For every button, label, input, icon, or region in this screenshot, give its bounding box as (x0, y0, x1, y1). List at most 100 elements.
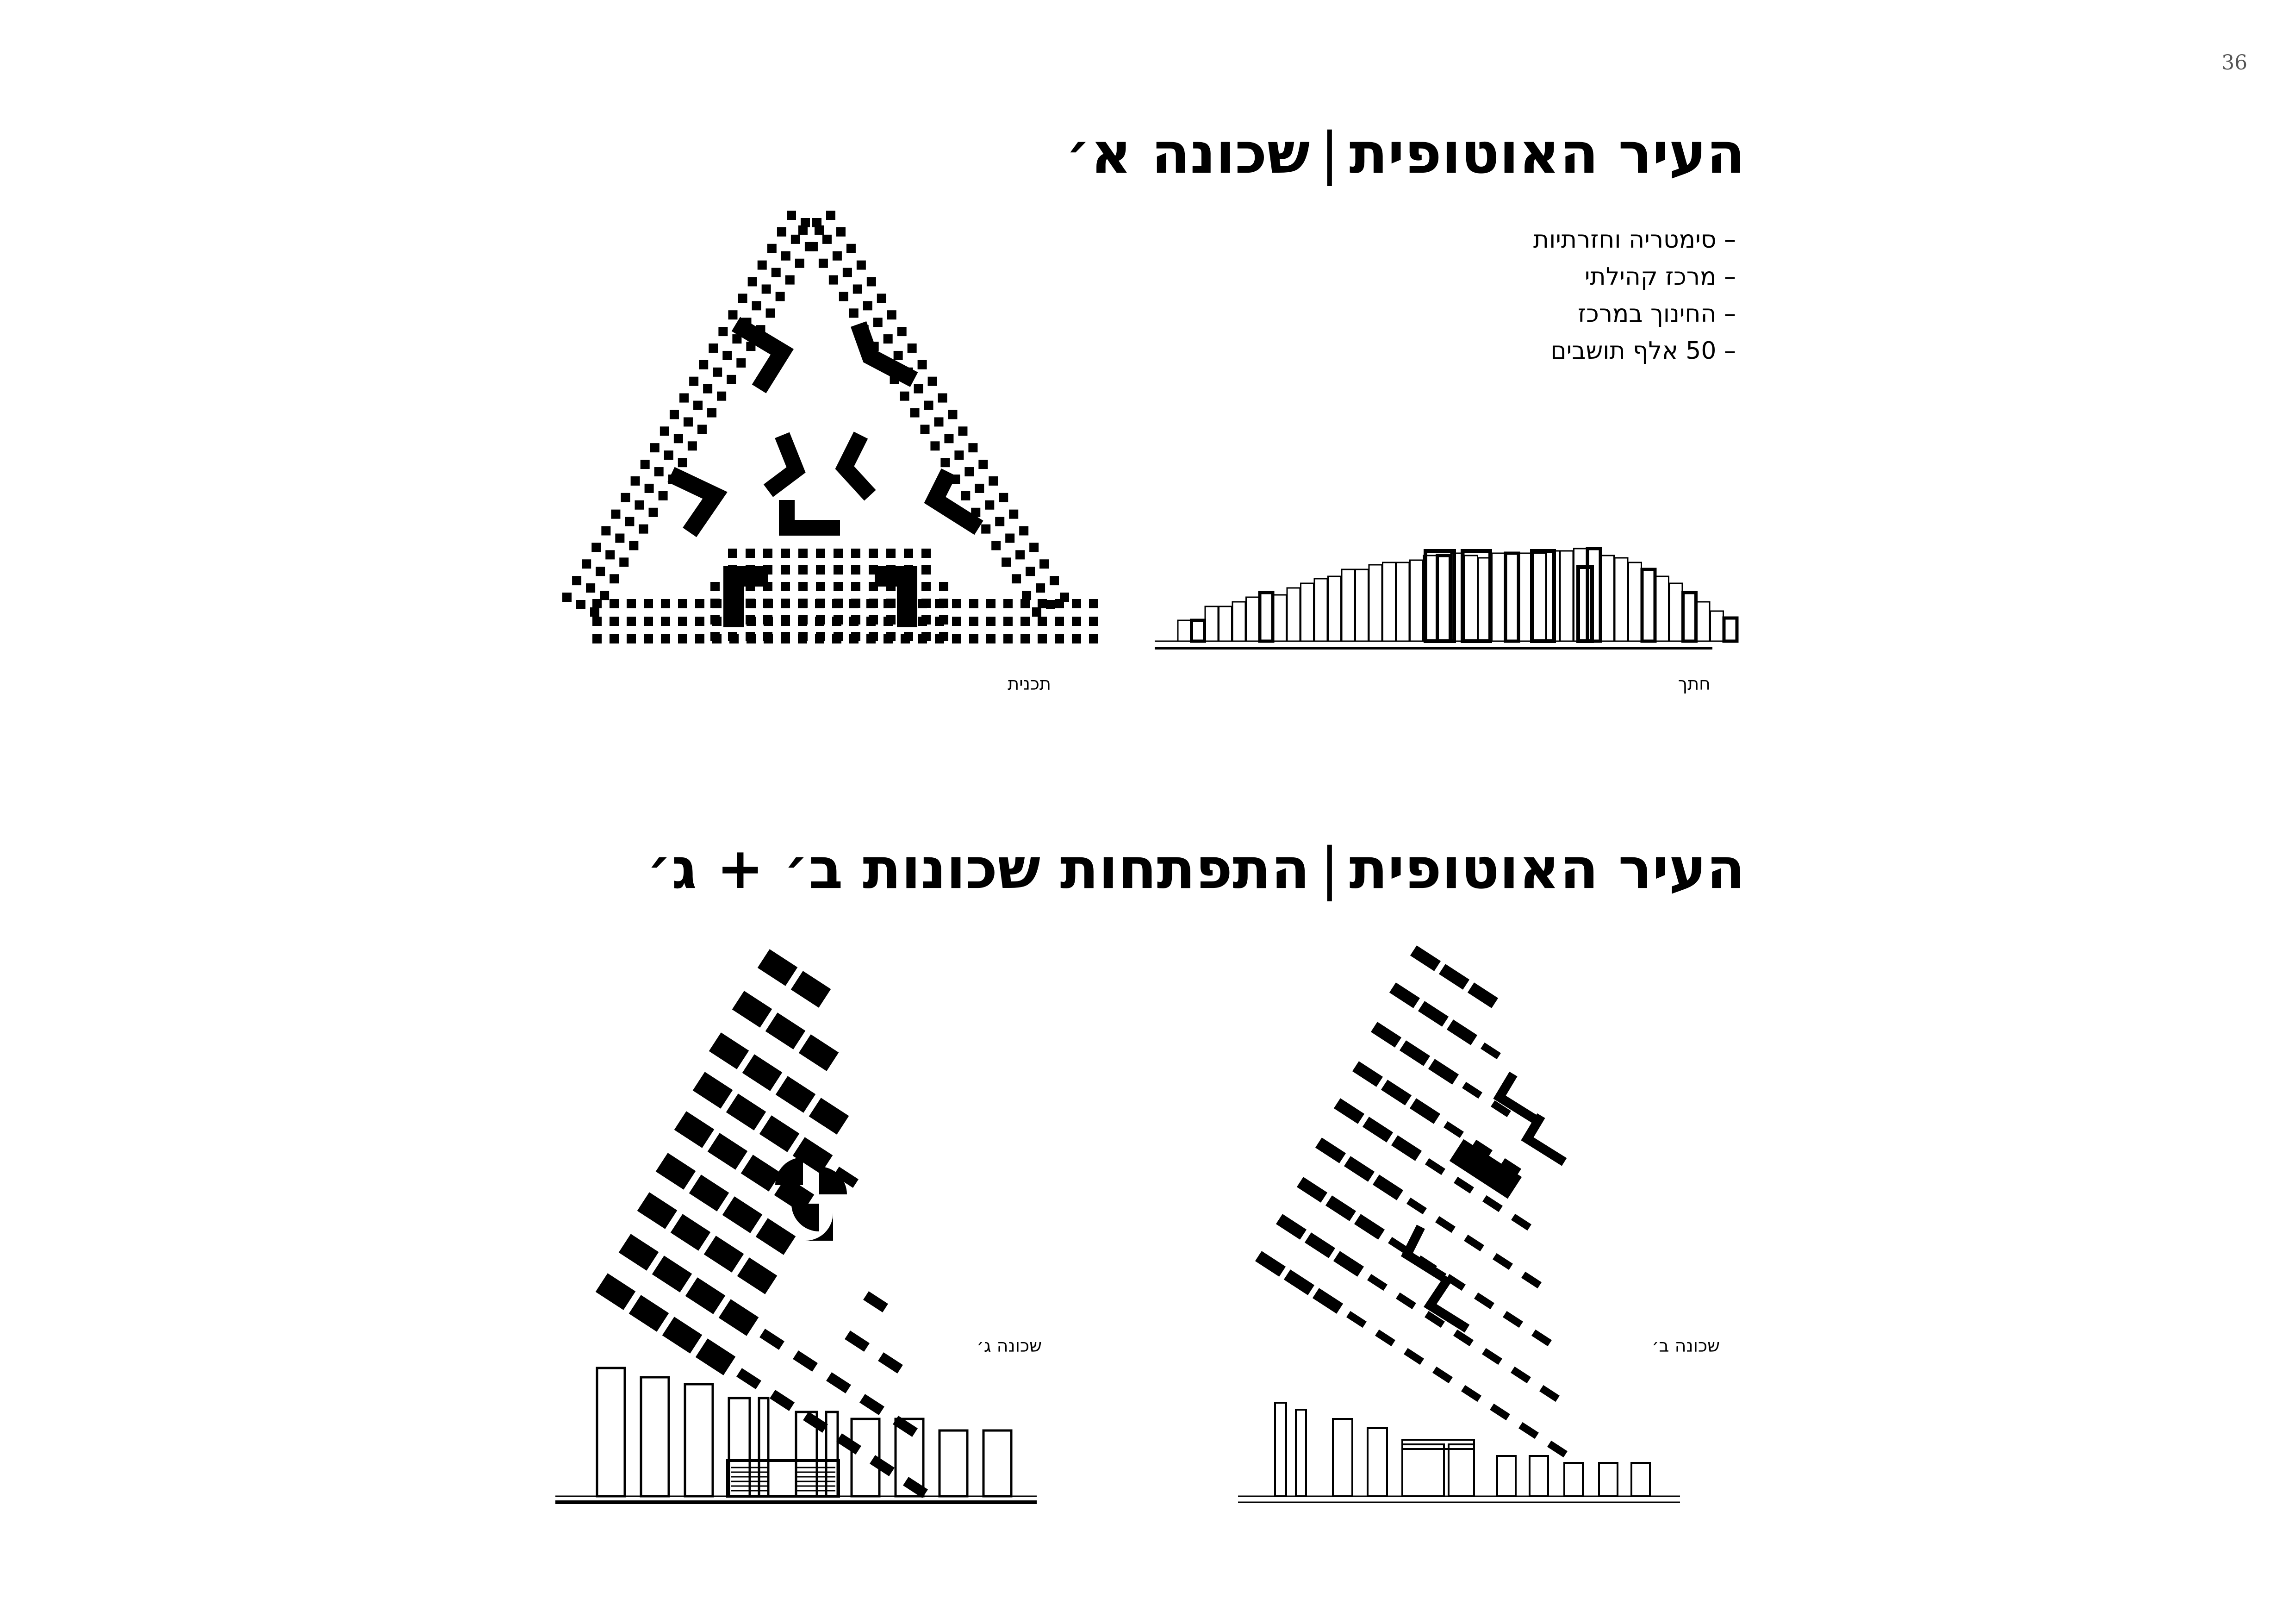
plan-dot (678, 634, 687, 643)
plan-dot (851, 599, 860, 608)
plan-dot (798, 565, 808, 575)
plan-dot (849, 308, 859, 318)
plan-dot (852, 284, 862, 294)
plan-dot (866, 277, 876, 287)
building-block (1464, 1234, 1484, 1252)
plan-dot (952, 617, 961, 626)
section-tower (982, 1429, 1013, 1498)
plan-dot (790, 234, 800, 244)
building-block (670, 1214, 711, 1251)
building-block (1296, 1177, 1328, 1203)
l-shaped-building (779, 500, 840, 536)
l-shaped-building (1493, 1071, 1539, 1124)
plan-dot (968, 443, 978, 453)
plan-dot (995, 517, 1005, 526)
section-tower (1681, 591, 1698, 643)
plan-dot (695, 634, 704, 643)
plan-dot (921, 632, 931, 641)
building-block (1490, 1403, 1510, 1421)
section-tower (1341, 568, 1356, 642)
building-block (863, 1291, 888, 1312)
building-block (722, 1196, 763, 1233)
building-block (1346, 1311, 1367, 1328)
section-a-title: העיר האוטופית|שכונה א׳ (1065, 125, 1745, 181)
building-block (1312, 1288, 1344, 1314)
building-block (1539, 1385, 1560, 1402)
section-tower (1668, 582, 1683, 642)
plaza-quadrant (819, 1167, 847, 1194)
plan-dot (834, 565, 843, 575)
section-tower (1327, 575, 1342, 642)
plan-dot (1032, 607, 1041, 617)
plan-dot (1072, 617, 1081, 626)
plan-dot (710, 632, 720, 641)
plan-dot (1012, 574, 1021, 584)
section-tower (1177, 619, 1192, 642)
section-tower (1563, 1462, 1584, 1497)
plan-dot (839, 292, 848, 301)
plan-dot (897, 327, 907, 337)
building-block (655, 1153, 696, 1190)
page-number: 36 (2221, 51, 2247, 75)
plan-dot (904, 632, 913, 641)
plan-dot (610, 574, 619, 584)
building-block (1428, 1059, 1459, 1085)
l-shaped-building (1400, 1224, 1447, 1282)
section-tower (1382, 562, 1396, 642)
building-block (692, 1072, 733, 1109)
plan-dot (944, 434, 954, 443)
building-block (1472, 1139, 1493, 1157)
section-tower (1232, 601, 1246, 642)
section-tower (1530, 549, 1556, 643)
plan-dot (710, 582, 720, 591)
section-tower (938, 1429, 969, 1498)
section-tower (1295, 1409, 1307, 1497)
podium (1401, 1439, 1475, 1450)
plan-dot (869, 615, 878, 625)
neighborhood-c-section (555, 1367, 1037, 1504)
plan-dot (851, 615, 860, 625)
section-tower (1461, 549, 1492, 643)
plan-dot (989, 476, 998, 486)
section-bc-title-sub: התפתחות שכונות ב׳ + ג׳ (647, 836, 1310, 901)
plan-dot (900, 391, 909, 401)
plan-dot (781, 599, 790, 608)
plan-dot (661, 599, 670, 608)
plan-dot (954, 450, 964, 460)
building-block (1467, 982, 1499, 1008)
building-block (1325, 1195, 1356, 1221)
plan-dot (1003, 599, 1013, 608)
section-tower (1532, 552, 1547, 642)
plan-dot (920, 425, 930, 434)
building-block (662, 1317, 703, 1354)
plan-dot (640, 460, 650, 469)
section-tower (1355, 568, 1369, 642)
plan-dot (627, 599, 636, 608)
section-a-title-sub: שכונה א׳ (1065, 120, 1310, 186)
building-block (1547, 1440, 1568, 1458)
section-tower (1395, 562, 1410, 642)
plan-dot (856, 260, 866, 270)
plan-dot (832, 251, 842, 261)
plaza-quadrant (775, 1157, 803, 1185)
plan-dot (763, 599, 772, 608)
plan-dot (1026, 567, 1035, 576)
building-block (803, 1412, 828, 1433)
plan-dot (917, 360, 927, 369)
plan-dot (822, 234, 832, 244)
plan-dot (1050, 576, 1059, 586)
plan-dot (572, 576, 582, 586)
plan-dot (654, 467, 664, 477)
building-block (689, 1174, 729, 1212)
building-block (765, 1012, 806, 1049)
plan-dot (592, 599, 602, 608)
plan-dot (678, 458, 687, 468)
plan-dot (1002, 557, 1011, 567)
plan-dot (921, 599, 931, 608)
plan-dot (717, 391, 727, 401)
plan-dot (600, 591, 610, 600)
building-block (726, 1093, 766, 1131)
plan-dot (718, 327, 728, 337)
plan-dot (978, 460, 988, 469)
section-tower (1529, 1455, 1549, 1497)
